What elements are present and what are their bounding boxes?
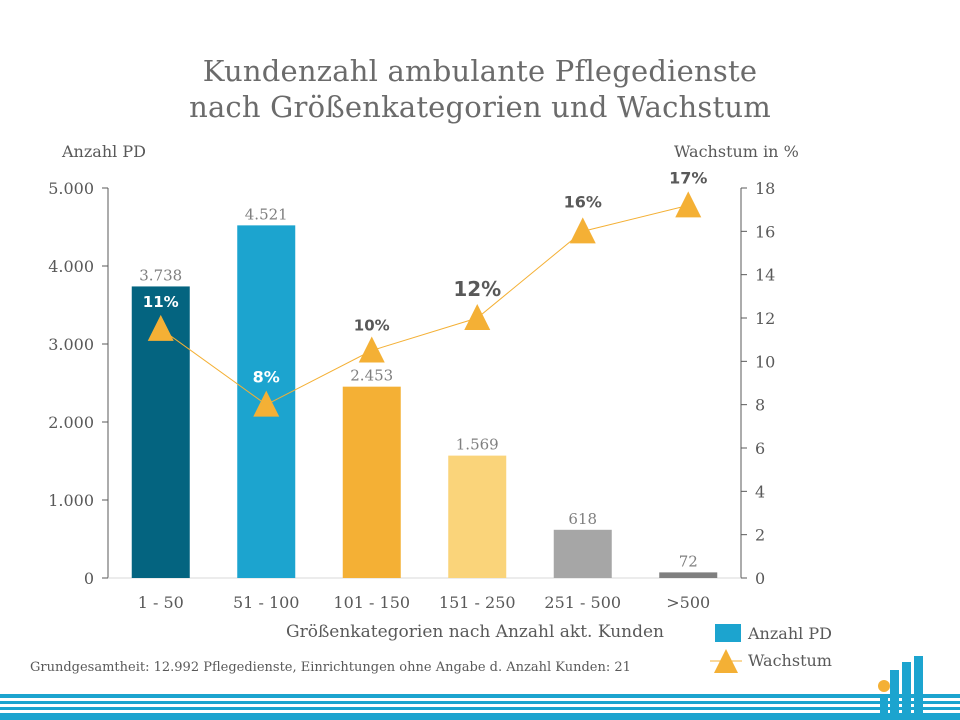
right-y-tick-label: 18 [755, 179, 775, 198]
chart-title-line-1: Kundenzahl ambulante Pflegedienste [202, 54, 758, 88]
growth-value-label: 11% [143, 293, 179, 311]
right-y-tick-label: 0 [755, 569, 765, 588]
x-tick-label: 151 - 250 [439, 593, 516, 612]
left-y-tick-label: 2.000 [48, 413, 94, 432]
right-y-tick-label: 16 [755, 222, 775, 241]
growth-marker-triangle [569, 217, 596, 244]
legend-label-anzahl-pd: Anzahl PD [748, 624, 832, 643]
brand-logo-icon [878, 656, 923, 714]
growth-value-label: 12% [453, 277, 501, 301]
bar-6 [659, 572, 718, 578]
x-tick-label: 51 - 100 [233, 593, 299, 612]
growth-marker-triangle [358, 336, 385, 363]
legend-line-triangle-icon [710, 649, 742, 673]
right-y-tick-label: 2 [755, 526, 765, 545]
left-axis-title: Anzahl PD [62, 142, 146, 161]
legend-label-wachstum: Wachstum [748, 651, 832, 670]
left-y-tick-label: 3.000 [48, 335, 94, 354]
chart-title-line-2: nach Größenkategorien und Wachstum [189, 90, 771, 124]
growth-value-label: 10% [354, 317, 390, 335]
bottom-stripe-band [0, 694, 960, 720]
x-tick-label: 251 - 500 [544, 593, 621, 612]
footnote: Grundgesamtheit: 12.992 Pflegedienste, E… [30, 660, 631, 675]
x-tick-label: 1 - 50 [138, 593, 184, 612]
growth-value-label: 8% [253, 368, 280, 387]
left-y-tick-label: 5.000 [48, 179, 94, 198]
growth-value-label: 17% [669, 168, 707, 187]
bar-5 [553, 529, 612, 578]
legend-bar-swatch [715, 624, 741, 642]
bar-value-label: 4.521 [245, 205, 288, 223]
growth-marker-triangle [675, 191, 702, 218]
right-y-tick-label: 10 [755, 352, 775, 371]
x-axis-title-text: Größenkategorien nach Anzahl akt. Kunden [286, 622, 664, 642]
growth-marker-triangle [253, 390, 280, 417]
x-tick-label: 101 - 150 [333, 593, 410, 612]
growth-line [160, 204, 689, 406]
bar-value-label: 1.569 [456, 436, 499, 454]
left-y-tick-label: 0 [84, 569, 94, 588]
right-y-tick-label: 12 [755, 309, 775, 328]
x-tick-label: >500 [666, 593, 710, 612]
growth-marker-triangle [147, 314, 174, 341]
growth-marker-triangle [464, 304, 491, 330]
left-y-tick-label: 1.000 [48, 491, 94, 510]
right-axis-title: Wachstum in % [674, 142, 799, 161]
right-y-tick-label: 14 [755, 266, 775, 285]
growth-value-label: 16% [564, 192, 602, 211]
right-y-tick-label: 4 [755, 482, 765, 501]
bar-3 [342, 386, 401, 578]
left-y-tick-label: 4.000 [48, 257, 94, 276]
bar-value-label: 618 [568, 510, 597, 528]
bar-value-label: 3.738 [139, 266, 182, 284]
bar-value-label: 72 [679, 552, 698, 570]
bar-value-label: 2.453 [350, 367, 393, 385]
right-y-tick-label: 8 [755, 396, 765, 415]
right-y-tick-label: 6 [755, 439, 765, 458]
bar-4 [448, 455, 507, 578]
x-axis-title: Größenkategorien nach Anzahl akt. Kunden [0, 622, 960, 642]
